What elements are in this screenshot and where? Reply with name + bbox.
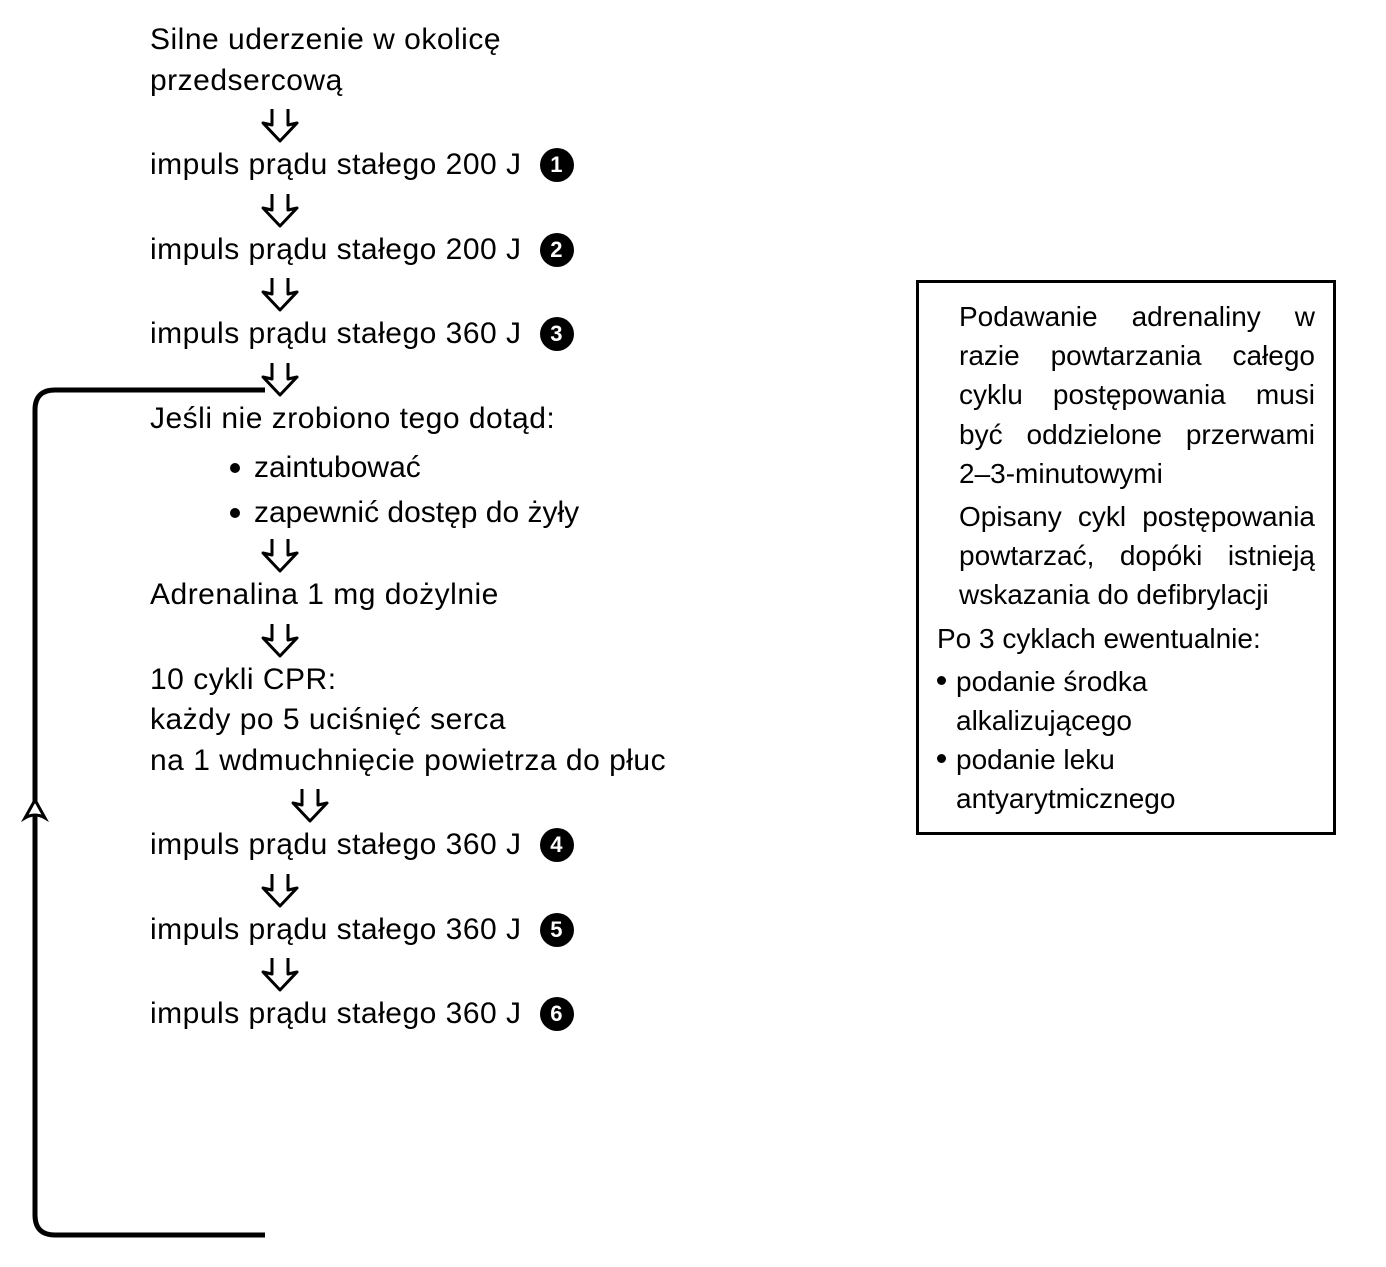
step-1-label: impuls prądu stałego 200 J bbox=[150, 145, 522, 186]
sidebox-p1: Podawanie adrenaliny w razie powtarzania… bbox=[937, 297, 1315, 493]
step-1: impuls prądu stałego 200 J 1 bbox=[150, 145, 850, 186]
step-5: Adrenalina 1 mg dożylnie bbox=[150, 575, 850, 616]
sidebox-b2-label: podanie leku antyarytmicznego bbox=[956, 740, 1315, 818]
arrow-5 bbox=[150, 622, 850, 658]
arrow-0 bbox=[150, 107, 850, 143]
step-4-label: Jeśli nie zrobiono tego dotąd: bbox=[150, 402, 555, 435]
step-7: impuls prądu stałego 360 J 4 bbox=[150, 825, 850, 866]
bullet-1: zapewnić dostęp do żyły bbox=[230, 490, 850, 535]
arrow-3 bbox=[150, 361, 850, 397]
step-2-label: impuls prądu stałego 200 J bbox=[150, 230, 522, 271]
sidebox: Podawanie adrenaliny w razie powtarzania… bbox=[916, 280, 1336, 835]
step-0-label: Silne uderzenie w okolicęprzedsercową bbox=[150, 23, 501, 97]
arrow-7 bbox=[150, 872, 850, 908]
step-4-bullets: zaintubować zapewnić dostęp do żyły bbox=[150, 445, 850, 535]
numcircle-5: 5 bbox=[540, 913, 574, 947]
step-9: impuls prądu stałego 360 J 6 bbox=[150, 994, 850, 1035]
numcircle-4: 4 bbox=[540, 828, 574, 862]
step-8-label: impuls prądu stałego 360 J bbox=[150, 910, 522, 951]
arrow-6 bbox=[150, 787, 850, 823]
numcircle-1: 1 bbox=[540, 148, 574, 182]
step-8: impuls prądu stałego 360 J 5 bbox=[150, 910, 850, 951]
sidebox-b2: podanie leku antyarytmicznego bbox=[937, 740, 1315, 818]
bullet-1-label: zapewnić dostęp do żyły bbox=[254, 490, 579, 535]
arrow-4 bbox=[150, 537, 850, 573]
main-flow: Silne uderzenie w okolicęprzedsercową im… bbox=[150, 20, 850, 1041]
step-6-label: 10 cykli CPR:każdy po 5 uciśnięć sercana… bbox=[150, 663, 666, 777]
bullet-0-label: zaintubować bbox=[254, 445, 421, 490]
numcircle-2: 2 bbox=[540, 233, 574, 267]
step-2: impuls prądu stałego 200 J 2 bbox=[150, 230, 850, 271]
numcircle-3: 3 bbox=[540, 317, 574, 351]
step-5-label: Adrenalina 1 mg dożylnie bbox=[150, 578, 499, 611]
step-7-label: impuls prądu stałego 360 J bbox=[150, 825, 522, 866]
sidebox-p3: Po 3 cyklach ewentualnie: bbox=[937, 619, 1315, 658]
sidebox-b1: podanie środka alkalizującego bbox=[937, 662, 1315, 740]
arrow-8 bbox=[150, 956, 850, 992]
sidebox-p2: Opisany cykl postępowania powtarzać, dop… bbox=[937, 497, 1315, 615]
numcircle-6: 6 bbox=[540, 997, 574, 1031]
step-6: 10 cykli CPR:każdy po 5 uciśnięć sercana… bbox=[150, 660, 850, 782]
arrow-2 bbox=[150, 276, 850, 312]
sidebox-b1-label: podanie środka alkalizującego bbox=[956, 662, 1315, 740]
step-0: Silne uderzenie w okolicęprzedsercową bbox=[150, 20, 850, 101]
arrow-1 bbox=[150, 192, 850, 228]
step-9-label: impuls prądu stałego 360 J bbox=[150, 994, 522, 1035]
bullet-0: zaintubować bbox=[230, 445, 850, 490]
step-4: Jeśli nie zrobiono tego dotąd: bbox=[150, 399, 850, 440]
step-3: impuls prądu stałego 360 J 3 bbox=[150, 314, 850, 355]
step-3-label: impuls prądu stałego 360 J bbox=[150, 314, 522, 355]
